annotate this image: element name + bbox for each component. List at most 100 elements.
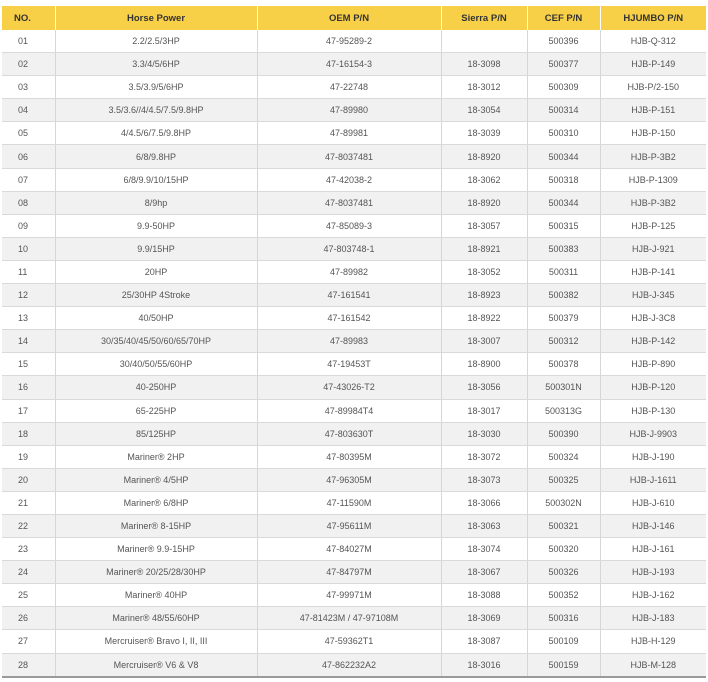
header-horse-power: Horse Power <box>55 6 258 30</box>
cell-oem-pn: 47-803748-1 <box>257 237 442 261</box>
cell-no: 10 <box>2 237 56 261</box>
cell-hjumbo-pn: HJB-P-1309 <box>600 168 706 192</box>
cell-sierra-pn: 18-3072 <box>441 445 528 469</box>
cell-sierra-pn: 18-3073 <box>441 468 528 492</box>
cell-sierra-pn: 18-3066 <box>441 491 528 515</box>
cell-horse-power: 6/8/9.9/10/15HP <box>55 168 258 192</box>
cell-horse-power: Mariner® 9.9-15HP <box>55 537 258 562</box>
cell-oem-pn: 47-96305M <box>257 468 442 492</box>
cell-hjumbo-pn: HJB-P-125 <box>600 214 706 238</box>
cell-oem-pn: 47-85089-3 <box>257 214 442 238</box>
cell-no: 05 <box>2 121 56 146</box>
cell-no: 26 <box>2 606 56 631</box>
cell-cef-pn: 500352 <box>527 583 601 608</box>
cell-hjumbo-pn: HJB-J-345 <box>600 283 706 308</box>
cell-sierra-pn: 18-3062 <box>441 168 528 192</box>
cell-no: 04 <box>2 98 56 123</box>
cell-horse-power: 40/50HP <box>55 306 258 331</box>
cell-hjumbo-pn: HJB-P-141 <box>600 260 706 285</box>
cell-oem-pn: 47-22748 <box>257 75 442 100</box>
cell-sierra-pn: 18-8921 <box>441 237 528 261</box>
cell-hjumbo-pn: HJB-P-120 <box>600 375 706 400</box>
cell-horse-power: 65-225HP <box>55 399 258 423</box>
cell-oem-pn: 47-43026-T2 <box>257 375 442 400</box>
cell-horse-power: 8/9hp <box>55 191 258 215</box>
table-row: 18 85/125HP 47-803630T 18-3030 500390 HJB-J-9… <box>2 422 706 446</box>
cell-no: 16 <box>2 375 56 400</box>
cell-sierra-pn: 18-3052 <box>441 260 528 285</box>
table-row: 05 4/4.5/6/7.5/9.8HP 47-89981 18-3039 500310… <box>2 121 706 146</box>
cell-sierra-pn: 18-3012 <box>441 75 528 100</box>
cell-sierra-pn: 18-3030 <box>441 422 528 446</box>
cell-horse-power: 30/40/50/55/60HP <box>55 352 258 377</box>
cell-oem-pn: 47-84797M <box>257 560 442 585</box>
table-row: 21 Mariner® 6/8HP 47-11590M 18-3066 500302N H… <box>2 491 706 515</box>
cell-no: 02 <box>2 52 56 77</box>
cell-horse-power: 85/125HP <box>55 422 258 446</box>
cell-cef-pn: 500383 <box>527 237 601 261</box>
cell-cef-pn: 500320 <box>527 537 601 562</box>
cell-sierra-pn: 18-8920 <box>441 191 528 215</box>
cell-sierra-pn: 18-3074 <box>441 537 528 562</box>
table-row: 25 Mariner® 40HP 47-99971M 18-3088 500352 HJB… <box>2 583 706 608</box>
cell-horse-power: 25/30HP 4Stroke <box>55 283 258 308</box>
cell-hjumbo-pn: HJB-J-183 <box>600 606 706 631</box>
cell-no: 01 <box>2 30 56 54</box>
table-row: 12 25/30HP 4Stroke 47-161541 18-8923 500382 H… <box>2 283 706 308</box>
cell-oem-pn: 47-803630T <box>257 422 442 446</box>
cell-oem-pn: 47-16154-3 <box>257 52 442 77</box>
header-no: NO. <box>2 6 56 30</box>
table-row: 03 3.5/3.9/5/6HP 47-22748 18-3012 500309 HJB-… <box>2 75 706 100</box>
table-row: 06 6/8/9.8HP 47-8037481 18-8920 500344 HJB-P-… <box>2 144 706 169</box>
cell-no: 13 <box>2 306 56 331</box>
table-header-row: NO. Horse Power OEM P/N Sierra P/N CEF P… <box>2 6 706 30</box>
cell-cef-pn: 500324 <box>527 445 601 469</box>
cell-no: 20 <box>2 468 56 492</box>
cell-horse-power: Mariner® 2HP <box>55 445 258 469</box>
cell-hjumbo-pn: HJB-H-129 <box>600 629 706 654</box>
cell-horse-power: 2.2/2.5/3HP <box>55 30 258 54</box>
cell-no: 25 <box>2 583 56 608</box>
cell-hjumbo-pn: HJB-P/2-150 <box>600 75 706 100</box>
cell-hjumbo-pn: HJB-J-190 <box>600 445 706 469</box>
cell-sierra-pn: 18-8920 <box>441 144 528 169</box>
table-row: 20 Mariner® 4/5HP 47-96305M 18-3073 500325 HJ… <box>2 468 706 492</box>
cell-no: 09 <box>2 214 56 238</box>
cell-cef-pn: 500109 <box>527 629 601 654</box>
cell-hjumbo-pn: HJB-Q-312 <box>600 30 706 54</box>
cell-cef-pn: 500378 <box>527 352 601 377</box>
table-row: 17 65-225HP 47-89984T4 18-3017 500313G HJB-P-… <box>2 399 706 423</box>
cell-horse-power: 20HP <box>55 260 258 285</box>
header-oem-pn: OEM P/N <box>257 6 442 30</box>
cell-hjumbo-pn: HJB-P-151 <box>600 98 706 123</box>
cell-sierra-pn: 18-3057 <box>441 214 528 238</box>
cell-horse-power: Mercruiser® V6 & V8 <box>55 653 258 678</box>
cell-sierra-pn: 18-3039 <box>441 121 528 146</box>
cell-sierra-pn: 18-3069 <box>441 606 528 631</box>
cell-oem-pn: 47-8037481 <box>257 144 442 169</box>
cell-horse-power: Mariner® 4/5HP <box>55 468 258 492</box>
cell-oem-pn: 47-81423M / 47-97108M <box>257 606 442 631</box>
table-row: 13 40/50HP 47-161542 18-8922 500379 HJB-J-3C8 <box>2 306 706 331</box>
cell-cef-pn: 500311 <box>527 260 601 285</box>
cell-cef-pn: 500396 <box>527 30 601 54</box>
cell-sierra-pn: 18-8900 <box>441 352 528 377</box>
cell-no: 27 <box>2 629 56 654</box>
cell-sierra-pn: 18-3087 <box>441 629 528 654</box>
cell-hjumbo-pn: HJB-J-146 <box>600 514 706 539</box>
cell-cef-pn: 500379 <box>527 306 601 331</box>
table-row: 22 Mariner® 8-15HP 47-95611M 18-3063 500321 H… <box>2 514 706 539</box>
cell-sierra-pn: 18-3098 <box>441 52 528 77</box>
cell-hjumbo-pn: HJB-P-890 <box>600 352 706 377</box>
cell-hjumbo-pn: HJB-J-1611 <box>600 468 706 492</box>
table-row: 01 2.2/2.5/3HP 47-95289-2 500396 HJB-Q-312 <box>2 30 706 54</box>
cell-horse-power: Mariner® 48/55/60HP <box>55 606 258 631</box>
header-cef-pn: CEF P/N <box>527 6 601 30</box>
cell-sierra-pn: 18-3007 <box>441 329 528 354</box>
cell-hjumbo-pn: HJB-J-9903 <box>600 422 706 446</box>
table-row: 11 20HP 47-89982 18-3052 500311 HJB-P-141 <box>2 260 706 285</box>
table-row: 10 9.9/15HP 47-803748-1 18-8921 500383 HJB-J-… <box>2 237 706 261</box>
cell-no: 19 <box>2 445 56 469</box>
cell-oem-pn: 47-8037481 <box>257 191 442 215</box>
cell-oem-pn: 47-89984T4 <box>257 399 442 423</box>
